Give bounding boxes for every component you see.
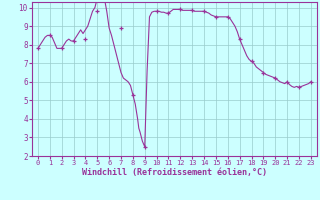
X-axis label: Windchill (Refroidissement éolien,°C): Windchill (Refroidissement éolien,°C) <box>82 168 267 177</box>
